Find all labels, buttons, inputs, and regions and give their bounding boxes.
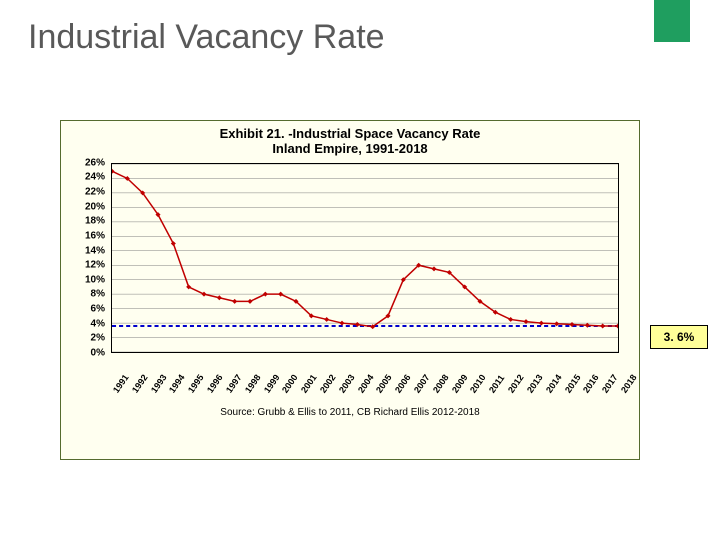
chart-svg	[112, 164, 618, 352]
chart-title-line1: Exhibit 21. -Industrial Space Vacancy Ra…	[61, 127, 639, 142]
x-tick-label: 2006	[393, 372, 413, 394]
y-tick-label: 20%	[85, 201, 105, 212]
x-tick-label: 2016	[581, 372, 601, 394]
x-tick-label: 2008	[431, 372, 451, 394]
x-tick-label: 1995	[186, 372, 206, 394]
x-tick-label: 1998	[243, 372, 263, 394]
value-callout: 3. 6%	[650, 325, 708, 349]
y-tick-label: 6%	[91, 304, 105, 315]
x-tick-label: 2011	[487, 373, 506, 395]
chart-title: Exhibit 21. -Industrial Space Vacancy Ra…	[61, 127, 639, 157]
y-tick-label: 12%	[85, 260, 105, 271]
accent-bar	[654, 0, 690, 42]
x-tick-label: 2002	[318, 372, 338, 394]
x-tick-label: 2003	[337, 372, 357, 394]
chart-container: Exhibit 21. -Industrial Space Vacancy Ra…	[60, 120, 640, 460]
x-tick-label: 2015	[563, 372, 583, 394]
x-tick-label: 2010	[468, 372, 488, 394]
x-tick-label: 2017	[600, 372, 620, 394]
x-tick-label: 2001	[299, 372, 319, 394]
y-tick-label: 2%	[91, 333, 105, 344]
x-tick-label: 1993	[149, 372, 169, 394]
x-tick-label: 2000	[280, 372, 300, 394]
y-tick-label: 0%	[91, 347, 105, 358]
x-tick-label: 2018	[619, 372, 639, 394]
x-tick-label: 1991	[111, 372, 131, 394]
x-tick-label: 2009	[450, 372, 470, 394]
y-tick-label: 10%	[85, 274, 105, 285]
chart-source: Source: Grubb & Ellis to 2011, CB Richar…	[61, 407, 639, 418]
x-axis-labels: 1991199219931994199519961997199819992000…	[111, 355, 619, 403]
chart-title-line2: Inland Empire, 1991-2018	[61, 142, 639, 157]
y-tick-label: 24%	[85, 172, 105, 183]
x-tick-label: 2014	[544, 372, 564, 394]
x-tick-label: 2013	[525, 372, 545, 394]
y-tick-label: 26%	[85, 157, 105, 168]
x-tick-label: 2004	[356, 372, 376, 394]
y-tick-label: 4%	[91, 318, 105, 329]
plot-box: 0%2%4%6%8%10%12%14%16%18%20%22%24%26%	[111, 163, 619, 353]
y-tick-label: 16%	[85, 230, 105, 241]
x-tick-label: 1999	[262, 372, 282, 394]
x-tick-label: 1996	[205, 372, 225, 394]
x-tick-label: 1997	[224, 372, 244, 394]
x-tick-label: 1994	[167, 372, 187, 394]
x-tick-label: 2005	[374, 372, 394, 394]
y-tick-label: 18%	[85, 216, 105, 227]
plot-area	[111, 163, 619, 353]
y-tick-label: 14%	[85, 245, 105, 256]
x-tick-label: 2007	[412, 372, 432, 394]
y-tick-label: 22%	[85, 187, 105, 198]
slide-title: Industrial Vacancy Rate	[28, 18, 385, 57]
y-tick-label: 8%	[91, 289, 105, 300]
x-tick-label: 1992	[130, 372, 150, 394]
y-axis-labels: 0%2%4%6%8%10%12%14%16%18%20%22%24%26%	[69, 163, 107, 353]
x-tick-label: 2012	[506, 372, 526, 394]
